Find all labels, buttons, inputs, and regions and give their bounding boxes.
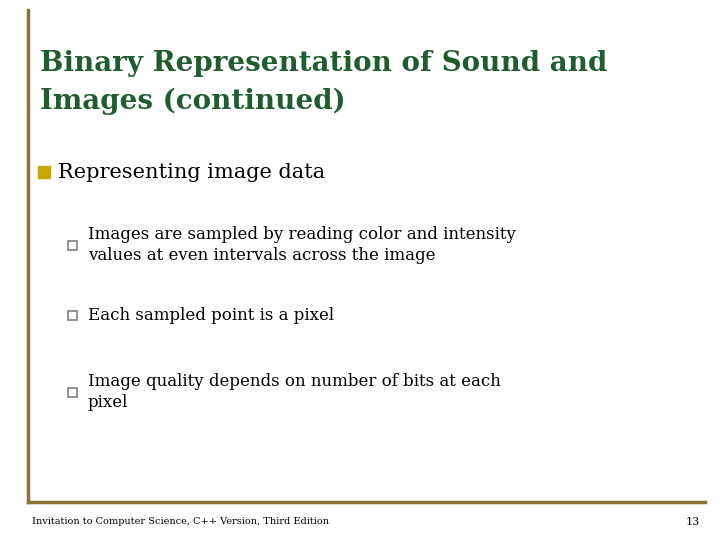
Text: Binary Representation of Sound and: Binary Representation of Sound and: [40, 50, 608, 77]
Text: Images are sampled by reading color and intensity
values at even intervals acros: Images are sampled by reading color and …: [88, 226, 516, 264]
Text: 13: 13: [685, 517, 700, 527]
Text: Invitation to Computer Science, C++ Version, Third Edition: Invitation to Computer Science, C++ Vers…: [32, 517, 329, 526]
Bar: [68, 388, 77, 396]
Text: Images (continued): Images (continued): [40, 88, 346, 116]
Bar: [38, 166, 50, 178]
Bar: [68, 310, 77, 320]
Text: Each sampled point is a pixel: Each sampled point is a pixel: [88, 307, 334, 323]
Text: Representing image data: Representing image data: [58, 163, 325, 181]
Text: Image quality depends on number of bits at each
pixel: Image quality depends on number of bits …: [88, 373, 501, 411]
Bar: [68, 240, 77, 249]
